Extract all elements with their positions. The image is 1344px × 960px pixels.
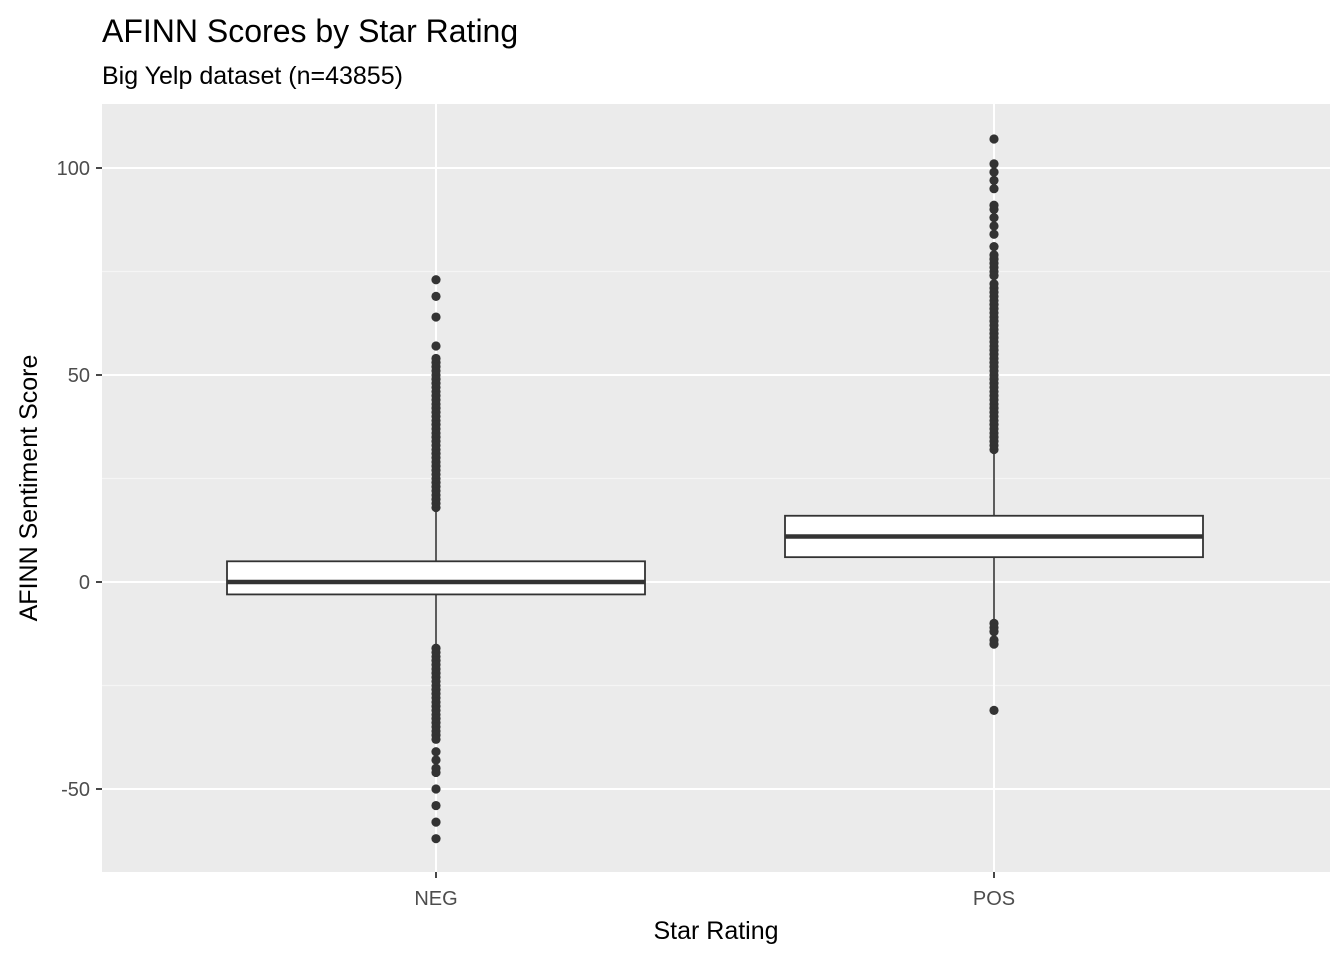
y-tick-label: 100: [57, 158, 90, 180]
axis-layer: -50 0 50 100 NEG POS: [57, 158, 1016, 910]
outlier-point: [989, 221, 999, 231]
outlier-point: [989, 242, 999, 252]
outlier-point: [989, 167, 999, 177]
outlier-point: [431, 353, 441, 364]
outlier-point: [989, 705, 999, 715]
outlier-point: [989, 250, 999, 260]
outlier-point: [431, 312, 441, 322]
box-body: [226, 560, 646, 596]
outlier-point: [431, 784, 441, 794]
outlier-point: [431, 275, 441, 285]
box-pos: [784, 134, 1204, 715]
outlier-point: [989, 175, 999, 186]
box-layer: [226, 134, 1204, 844]
outlier-point: [989, 639, 999, 649]
outlier-point: [431, 747, 441, 757]
outlier-point: [989, 134, 999, 144]
outlier-point: [431, 817, 441, 827]
outlier-point: [989, 200, 999, 210]
outlier-point: [431, 341, 441, 351]
outlier-point: [989, 229, 999, 239]
chart-title: AFINN Scores by Star Rating: [102, 13, 518, 49]
plot-panel: [102, 104, 1330, 872]
outlier-point: [989, 213, 999, 223]
chart-subtitle: Big Yelp dataset (n=43855): [102, 62, 403, 90]
outlier-point: [431, 734, 441, 744]
outlier-point: [431, 291, 441, 301]
box-neg: [226, 275, 646, 844]
outlier-point: [989, 279, 999, 289]
y-tick-label: -50: [61, 779, 90, 801]
outlier-point: [431, 755, 441, 765]
x-axis-title: Star Rating: [653, 917, 778, 945]
outlier-point: [989, 159, 999, 169]
outlier-point: [989, 627, 999, 637]
x-tick-label: POS: [973, 888, 1015, 910]
outlier-point: [431, 767, 441, 778]
outlier-point: [431, 834, 441, 844]
outlier-point: [989, 184, 999, 194]
x-tick-label: NEG: [414, 888, 457, 910]
y-tick-label: 50: [68, 365, 90, 387]
y-tick-label: 0: [79, 572, 90, 594]
y-axis-title: AFINN Sentiment Score: [15, 355, 43, 622]
outlier-point: [431, 800, 441, 811]
